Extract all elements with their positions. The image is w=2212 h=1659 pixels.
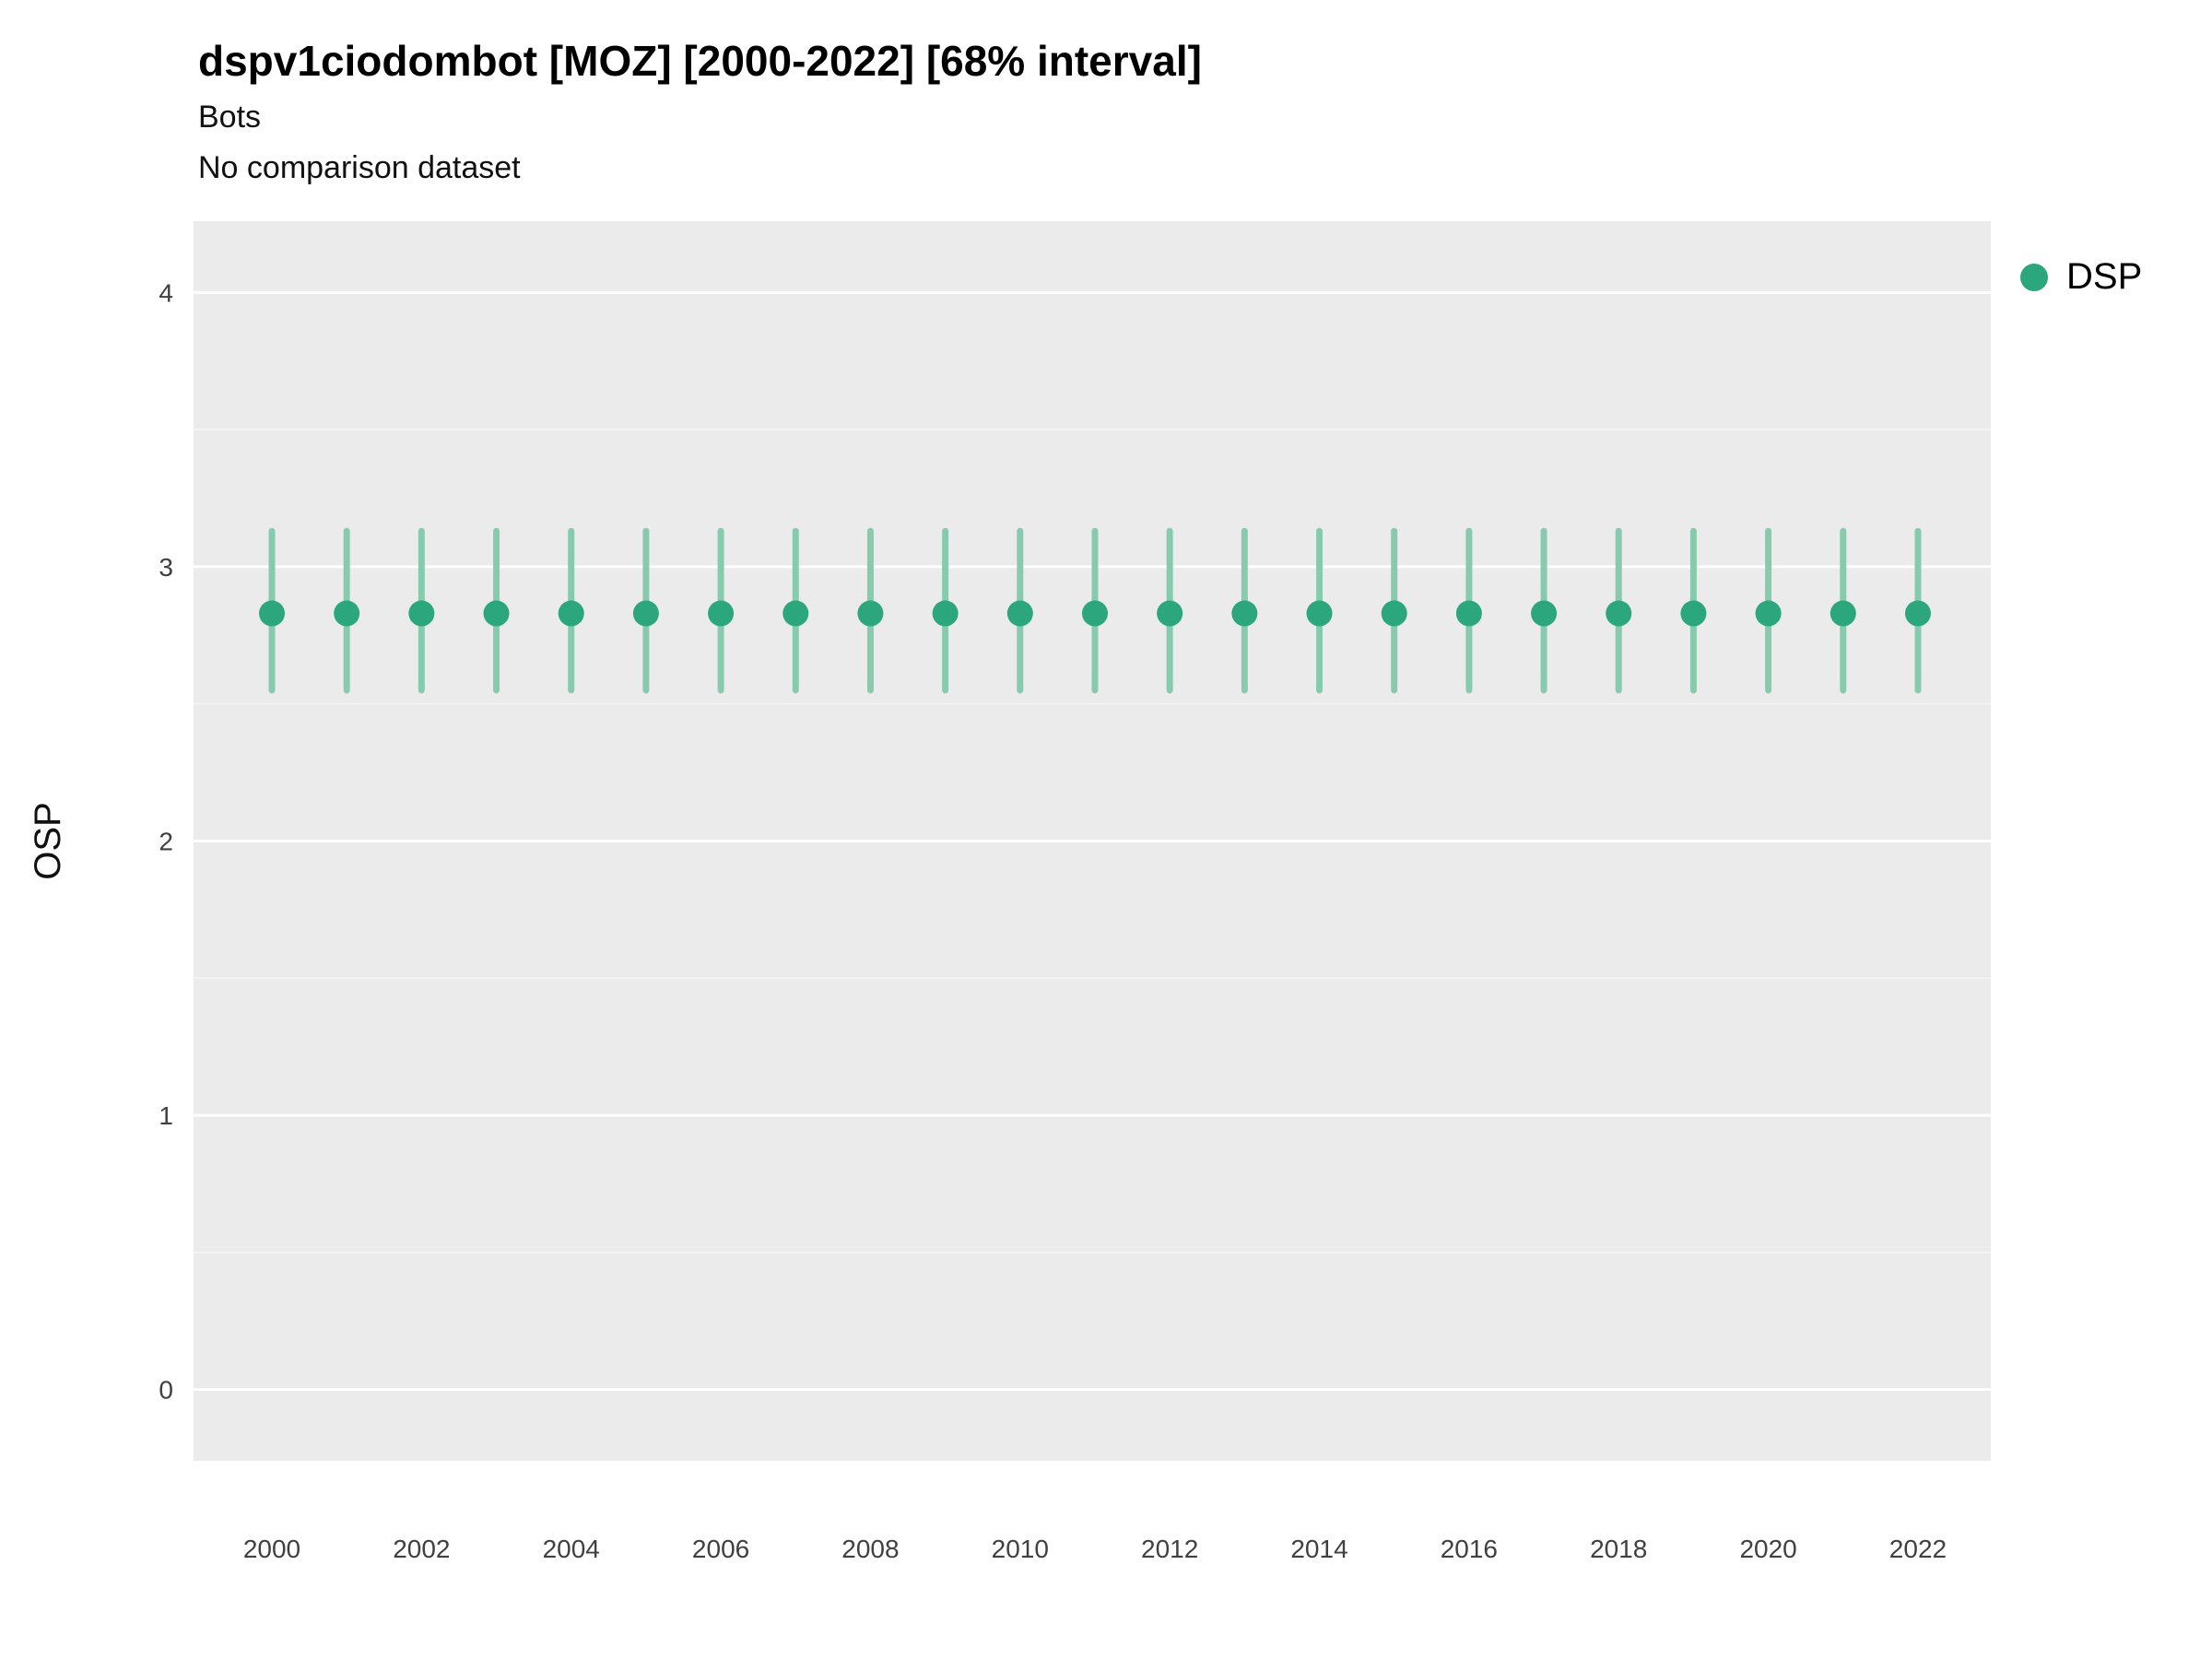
data-point [1455, 600, 1482, 627]
x-axis-tick-label: 2022 [1889, 1535, 1947, 1563]
legend-label: DSP [2066, 256, 2143, 297]
data-point [483, 600, 510, 627]
data-point [1531, 600, 1558, 627]
data-point [259, 600, 285, 627]
data-point [932, 600, 959, 627]
data-point [334, 600, 360, 627]
y-axis-tick-label: 2 [159, 828, 173, 856]
data-point [782, 600, 809, 627]
legend: DSP [2020, 256, 2142, 298]
chart-title: dspv1ciodombot [MOZ] [2000-2022] [68% in… [198, 37, 1202, 85]
data-point [1381, 600, 1407, 627]
data-point [558, 600, 584, 627]
x-axis-tick-label: 2016 [1441, 1535, 1498, 1563]
x-axis-tick-label: 2006 [692, 1535, 749, 1563]
y-axis-tick-label: 3 [159, 553, 173, 582]
y-axis-title: OSP [28, 802, 68, 879]
data-point [632, 600, 659, 627]
legend-dot-icon [2020, 263, 2048, 291]
data-point [1606, 600, 1632, 627]
data-point [1830, 600, 1856, 627]
y-axis-tick-label: 1 [159, 1101, 173, 1130]
data-point [1081, 600, 1108, 627]
x-axis-tick-label: 2010 [992, 1535, 1049, 1563]
x-axis-tick-label: 2014 [1290, 1535, 1347, 1563]
data-point [1306, 600, 1333, 627]
data-point [708, 600, 735, 627]
data-point [1006, 600, 1033, 627]
data-point [408, 600, 435, 627]
x-axis-tick-label: 2000 [243, 1535, 300, 1563]
y-axis-tick-label: 0 [159, 1376, 173, 1405]
x-axis-tick-label: 2008 [841, 1535, 899, 1563]
data-point [1755, 600, 1782, 627]
x-axis-tick-label: 2002 [393, 1535, 450, 1563]
x-axis-tick-label: 2020 [1739, 1535, 1796, 1563]
x-axis-tick-label: 2018 [1590, 1535, 1647, 1563]
data-point [1231, 600, 1258, 627]
chart-header: dspv1ciodombot [MOZ] [2000-2022] [68% in… [198, 37, 1202, 186]
x-axis-tick-label: 2004 [543, 1535, 600, 1563]
data-point [1157, 600, 1183, 627]
data-point [857, 600, 884, 627]
data-point [1680, 600, 1707, 627]
chart-subtitle-comparison: No comparison dataset [198, 149, 521, 185]
y-axis-tick-label: 4 [159, 278, 173, 307]
data-point [1904, 600, 1931, 627]
chart-subtitle-bots: Bots [198, 99, 262, 135]
x-axis-tick-label: 2012 [1141, 1535, 1198, 1563]
